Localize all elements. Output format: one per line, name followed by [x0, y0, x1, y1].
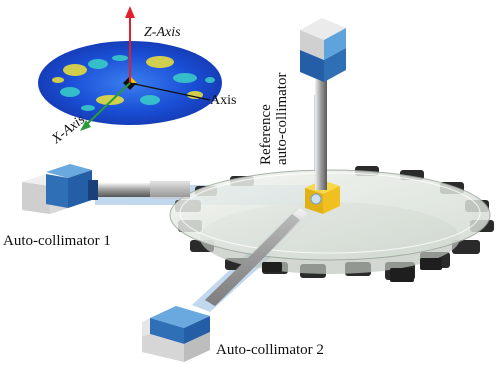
autocollimator-2	[142, 208, 308, 362]
z-axis-label: Z-Axis	[144, 25, 181, 40]
reference-autocollimator-label: Reference auto-collimator	[258, 73, 290, 165]
reference-label-line2: auto-collimator	[274, 72, 290, 165]
x-axis-arrow	[80, 82, 131, 131]
y-axis-line	[129, 82, 211, 101]
reference-autocollimator	[300, 18, 346, 190]
z-axis-arrow	[125, 6, 135, 83]
autocollimator-1-label: Auto-collimator 1	[3, 233, 111, 249]
autocollimator-2-label: Auto-collimator 2	[216, 342, 324, 358]
reference-label-line1: Reference	[258, 104, 274, 165]
autocollimator-1	[22, 164, 190, 214]
y-axis-label: Axis	[210, 93, 237, 108]
